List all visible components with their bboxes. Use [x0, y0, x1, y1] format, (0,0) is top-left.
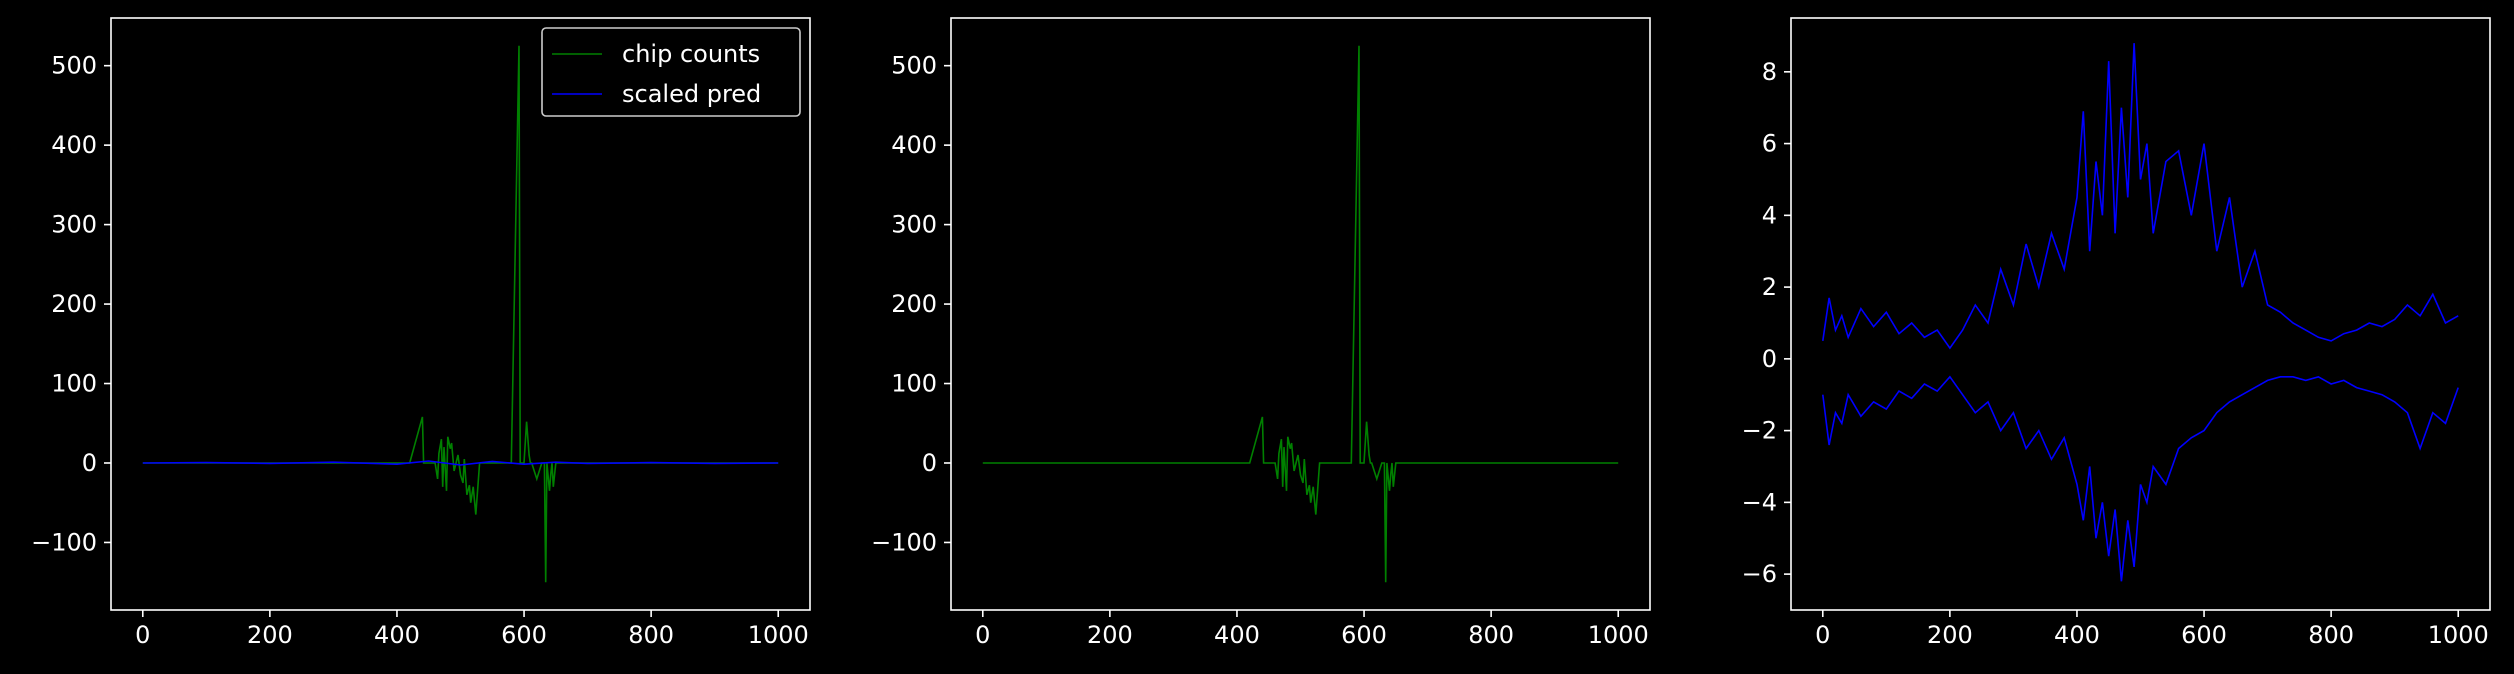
y-tick-label: −100 — [31, 528, 97, 556]
y-tick-label: −2 — [1742, 417, 1777, 445]
chart-panel-left: 0 200 400 600 800 1000 −100 0 100 200 300 400 500 chi… — [31, 17, 811, 649]
y-tick-label: 100 — [51, 370, 97, 398]
y-tick-label: 6 — [1762, 130, 1777, 158]
y-tick-label: 100 — [891, 370, 937, 398]
y-tick-label: 300 — [51, 211, 97, 239]
axes-frame — [1790, 17, 2491, 611]
legend: chip counts scaled pred — [541, 27, 801, 117]
x-tick-label: 1000 — [2428, 621, 2489, 649]
x-tick-label: 400 — [1214, 621, 1260, 649]
chart-panel-right: 0 200 400 600 800 1000 −6 −4 −2 0 2 4 6 8 — [1742, 17, 2491, 649]
y-tick-label: 4 — [1762, 201, 1777, 229]
y-tick-label: 500 — [51, 52, 97, 80]
series-0-line — [982, 45, 1619, 583]
y-tick-label: 8 — [1762, 58, 1777, 86]
y-tick-label: 2 — [1762, 273, 1777, 301]
series-0-line — [1822, 43, 2459, 350]
legend-label-chip-counts: chip counts — [622, 40, 760, 68]
x-tick-label: 800 — [2308, 621, 2354, 649]
x-tick-label: 800 — [1468, 621, 1514, 649]
legend-box — [541, 27, 801, 117]
x-tick-label: 0 — [1815, 621, 1830, 649]
y-tick-label: 400 — [891, 131, 937, 159]
x-tick-label: 600 — [501, 621, 547, 649]
y-tick-label: 200 — [51, 290, 97, 318]
x-tick-label: 600 — [1341, 621, 1387, 649]
x-tick-label: 400 — [2054, 621, 2100, 649]
series-1-line — [1822, 375, 2459, 582]
scaled-pred-line — [142, 460, 779, 466]
y-tick-label: −6 — [1742, 560, 1777, 588]
x-tick-label: 800 — [628, 621, 674, 649]
axes-frame — [950, 17, 1651, 611]
y-tick-label: 500 — [891, 52, 937, 80]
x-tick-label: 600 — [2181, 621, 2227, 649]
y-tick-label: 0 — [922, 449, 937, 477]
chart-panel-middle: 0 200 400 600 800 1000 −100 0 100 200 300 400 500 — [871, 17, 1651, 649]
y-tick-label: 0 — [82, 449, 97, 477]
axes-frame — [110, 17, 811, 611]
x-tick-label: 1000 — [748, 621, 809, 649]
plot-area — [1791, 18, 2490, 610]
y-tick-label: 400 — [51, 131, 97, 159]
x-tick-label: 0 — [975, 621, 990, 649]
x-tick-label: 1000 — [1588, 621, 1649, 649]
legend-label-scaled-pred: scaled pred — [622, 80, 761, 108]
x-tick-label: 0 — [135, 621, 150, 649]
plot-area — [951, 18, 1650, 610]
y-tick-label: 200 — [891, 290, 937, 318]
y-tick-label: −4 — [1742, 488, 1777, 516]
x-tick-label: 200 — [247, 621, 293, 649]
x-tick-label: 200 — [1927, 621, 1973, 649]
y-tick-label: −100 — [871, 528, 937, 556]
x-tick-label: 200 — [1087, 621, 1133, 649]
x-tick-label: 400 — [374, 621, 420, 649]
y-tick-label: 300 — [891, 211, 937, 239]
y-tick-label: 0 — [1762, 345, 1777, 373]
